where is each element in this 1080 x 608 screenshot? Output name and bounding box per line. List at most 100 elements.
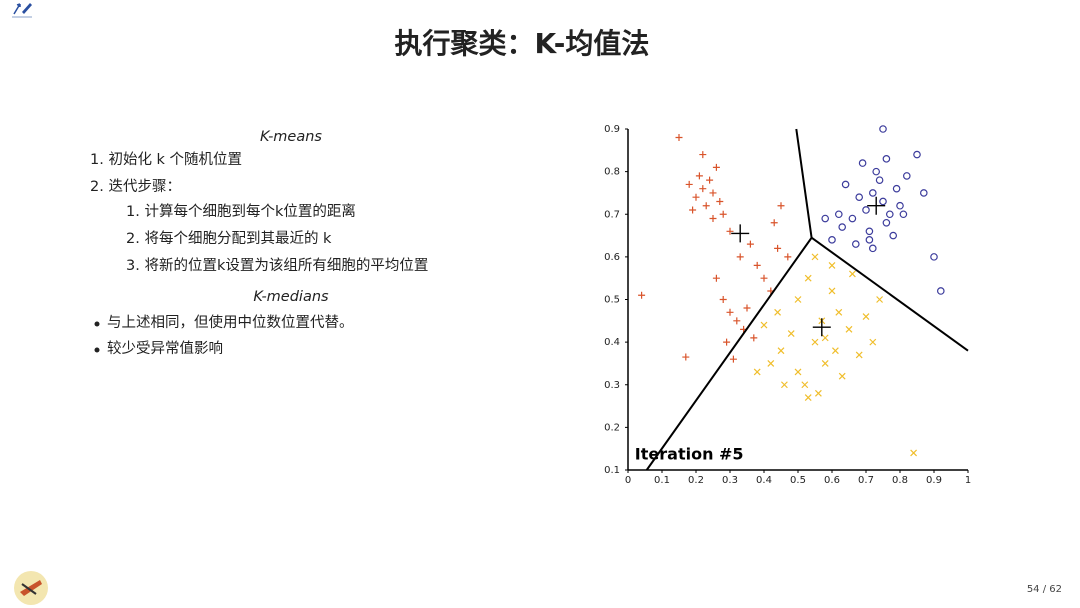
data-point [821, 334, 829, 342]
data-point [838, 372, 846, 380]
data-point [821, 360, 829, 367]
data-point [848, 270, 856, 278]
data-point [841, 180, 850, 189]
x-tick-label: 0 [625, 475, 631, 486]
section-heading: K-means [260, 129, 322, 145]
data-point [753, 368, 761, 376]
page-number: 54 / 62 [1027, 584, 1062, 595]
list-item: 与上述相同，但使用中位数位置代替。 [107, 314, 354, 331]
cluster-boundary [811, 236, 969, 352]
data-point [695, 172, 703, 180]
data-point [821, 214, 830, 223]
data-point [770, 219, 778, 227]
data-point [872, 167, 881, 176]
data-point [828, 287, 836, 295]
data-point [865, 227, 874, 236]
data-point [719, 296, 727, 303]
data-point [794, 296, 802, 303]
data-point [733, 317, 741, 325]
data-point [811, 253, 819, 261]
data-point [716, 197, 724, 205]
data-point [731, 224, 750, 243]
y-tick-label: 0.5 [604, 295, 620, 306]
x-tick-label: 1 [965, 475, 971, 486]
data-point [784, 253, 792, 261]
data-point [855, 193, 864, 201]
slide-title: 执行聚类：K-均值法 [395, 27, 650, 60]
data-point [729, 355, 737, 363]
data-point [930, 253, 938, 261]
data-point [899, 210, 908, 218]
data-point [767, 360, 775, 367]
annotation: Iteration #5 [635, 445, 744, 464]
data-point [886, 210, 894, 218]
logo [14, 571, 48, 605]
data-point [811, 338, 819, 346]
data-point [903, 172, 911, 180]
data-point [689, 206, 697, 214]
bullet [94, 321, 100, 327]
y-tick-label: 0.9 [604, 124, 620, 135]
data-point [804, 394, 812, 401]
data-point [828, 236, 836, 244]
data-point [879, 197, 887, 206]
data-point [937, 287, 945, 295]
data-point [726, 227, 734, 235]
data-point [750, 334, 758, 342]
x-tick-label: 0.5 [790, 475, 806, 486]
data-point [787, 330, 795, 338]
data-point [875, 176, 884, 184]
data-point [675, 134, 683, 142]
x-tick-label: 0.1 [654, 475, 670, 486]
data-point [828, 261, 836, 269]
data-point [848, 214, 857, 223]
data-point [780, 381, 788, 389]
data-point [869, 189, 877, 197]
data-point [896, 202, 904, 210]
data-point [753, 261, 761, 269]
data-point [777, 347, 785, 355]
edit-icon [12, 3, 32, 18]
sub-item: 1. 计算每个细胞到每个k位置的距离 [126, 203, 356, 220]
x-tick-label: 0.8 [892, 475, 908, 486]
data-point [831, 347, 839, 355]
data-point [777, 202, 785, 210]
data-point [699, 185, 707, 193]
data-point [889, 231, 898, 240]
y-tick-label: 0.4 [604, 337, 620, 348]
data-point [709, 189, 717, 197]
data-point [709, 215, 717, 223]
data-point [855, 351, 863, 359]
data-point [892, 184, 901, 193]
data-point [723, 338, 731, 346]
data-point [835, 308, 843, 316]
data-point [879, 125, 887, 133]
data-point [774, 244, 782, 252]
data-point [760, 321, 768, 329]
data-point [801, 381, 809, 389]
data-point [882, 155, 891, 163]
x-tick-label: 0.4 [756, 475, 772, 486]
data-point [702, 202, 710, 210]
data-point [869, 338, 877, 346]
data-point [882, 219, 891, 227]
x-tick-label: 0.7 [858, 475, 874, 486]
y-tick-label: 0.7 [604, 209, 620, 220]
y-tick-label: 0.1 [604, 465, 620, 476]
data-point [814, 389, 822, 397]
x-tick-label: 0.3 [722, 475, 738, 486]
data-point [838, 223, 847, 231]
data-point [719, 210, 727, 218]
data-point [845, 325, 853, 333]
x-tick-label: 0.2 [688, 475, 704, 486]
data-point [706, 176, 714, 184]
data-point [812, 318, 831, 337]
y-tick-label: 0.8 [604, 167, 620, 178]
cluster-boundary [645, 128, 813, 471]
data-point [876, 296, 884, 303]
x-tick-label: 0.9 [926, 475, 942, 486]
data-point [774, 308, 782, 316]
data-point [858, 159, 867, 167]
